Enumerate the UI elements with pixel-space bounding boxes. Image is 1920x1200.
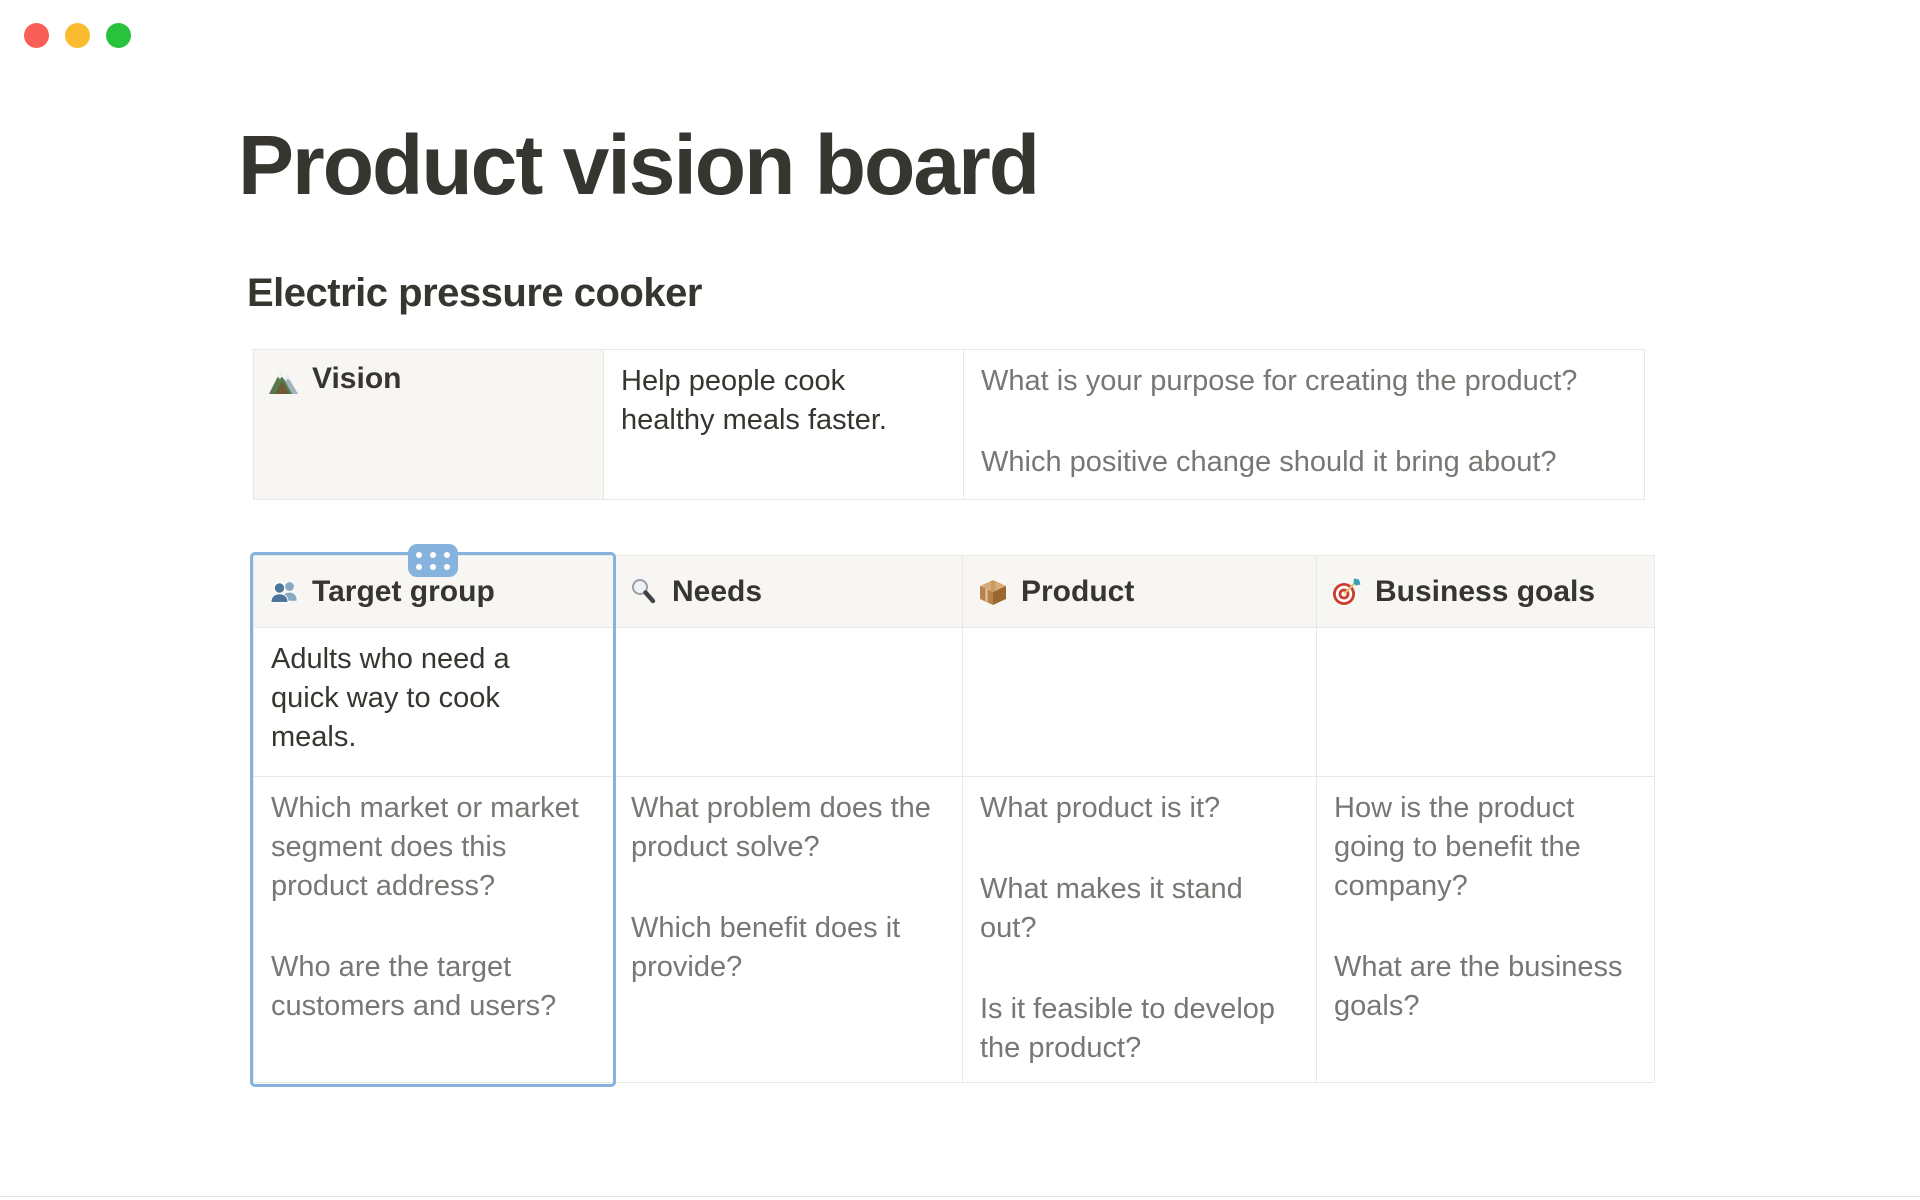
mountain-icon	[269, 372, 298, 394]
needs-prompts-cell[interactable]: What problem does the product solve? Whi…	[614, 777, 962, 1082]
drag-dots-icon	[416, 551, 450, 570]
vision-header-label: Vision	[312, 362, 402, 395]
target-group-header-label: Target group	[312, 574, 495, 608]
target-group-prompts-cell[interactable]: Which market or market segment does this…	[254, 777, 613, 1082]
vision-prompt-text: Which positive change should it bring ab…	[981, 446, 1557, 478]
close-window-button[interactable]	[24, 23, 49, 48]
needs-entry-cell[interactable]	[614, 628, 962, 777]
target-group-prompt-text: Who are the target customers and users?	[271, 951, 557, 1022]
business-goals-prompt-text: What are the business goals?	[1334, 951, 1623, 1022]
target-group-prompt-text: Which market or market segment does this…	[271, 792, 579, 902]
product-entry-cell[interactable]	[963, 628, 1316, 777]
vision-statement-text: Help people cook healthy meals faster.	[621, 365, 887, 436]
people-icon	[270, 581, 297, 603]
vision-prompt-text: What is your purpose for creating the pr…	[981, 365, 1578, 397]
page-title[interactable]: Product vision board	[238, 118, 1040, 212]
column-product: Product What product is it? What makes i…	[963, 556, 1317, 1082]
target-icon	[1333, 578, 1361, 605]
business-goals-entry-cell[interactable]	[1317, 628, 1654, 777]
needs-header-cell[interactable]: Needs	[614, 556, 962, 628]
needs-prompt-text: Which benefit does it provide?	[631, 912, 901, 983]
product-prompts-cell[interactable]: What product is it? What makes it stand …	[963, 777, 1316, 1082]
vision-prompts-cell[interactable]: What is your purpose for creating the pr…	[964, 350, 1644, 499]
product-prompt-text: What product is it?	[980, 792, 1221, 824]
vision-header-cell[interactable]: Vision	[254, 350, 604, 499]
column-business-goals: Business goals How is the product going …	[1317, 556, 1654, 1082]
product-header-cell[interactable]: Product	[963, 556, 1316, 628]
target-group-entry-cell[interactable]: Adults who need a quick way to cook meal…	[254, 628, 613, 777]
column-target-group: Target group Adults who need a quick way…	[254, 556, 614, 1082]
business-goals-header-label: Business goals	[1375, 574, 1596, 608]
needs-prompt-text: What problem does the product solve?	[631, 792, 931, 863]
product-vision-board-table: Target group Adults who need a quick way…	[253, 555, 1655, 1083]
target-group-entry-text: Adults who need a quick way to cook meal…	[271, 643, 510, 753]
magnifier-icon	[632, 578, 656, 603]
package-icon	[980, 579, 1006, 605]
window-bottom-divider	[0, 1196, 1920, 1197]
product-prompt-text: Is it feasible to develop the product?	[980, 993, 1276, 1064]
vision-table: Vision Help people cook healthy meals fa…	[253, 349, 1645, 500]
column-drag-handle[interactable]	[408, 544, 458, 577]
board-subtitle[interactable]: Electric pressure cooker	[247, 271, 702, 315]
product-prompt-text: What makes it stand out?	[980, 873, 1243, 944]
needs-header-label: Needs	[672, 574, 763, 608]
product-header-label: Product	[1021, 574, 1135, 608]
vision-statement-cell[interactable]: Help people cook healthy meals faster.	[604, 350, 964, 499]
zoom-window-button[interactable]	[106, 23, 131, 48]
business-goals-prompt-text: How is the product going to benefit the …	[1334, 792, 1581, 902]
column-needs: Needs What problem does the product solv…	[614, 556, 963, 1082]
minimize-window-button[interactable]	[65, 23, 90, 48]
business-goals-header-cell[interactable]: Business goals	[1317, 556, 1654, 628]
window-controls	[24, 23, 131, 48]
business-goals-prompts-cell[interactable]: How is the product going to benefit the …	[1317, 777, 1654, 1082]
